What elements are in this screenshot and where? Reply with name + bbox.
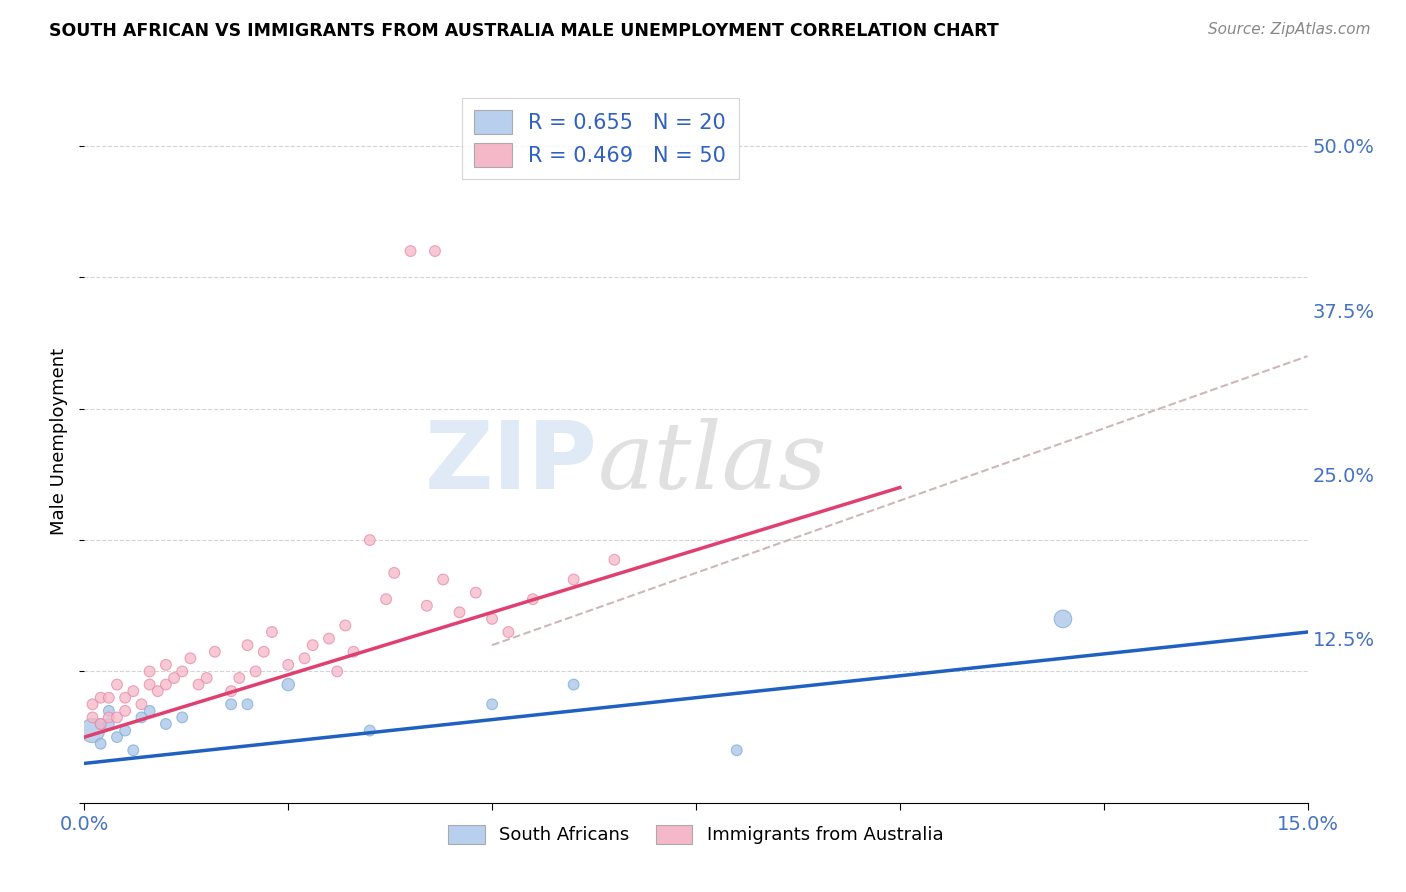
Point [382, 566, 405, 580]
Point [114, 704, 136, 718]
Point [522, 592, 544, 607]
Point [236, 638, 259, 652]
Point [97, 710, 120, 724]
Text: ZIP: ZIP [425, 417, 598, 509]
Point [105, 730, 128, 744]
Point [219, 684, 242, 698]
Point [97, 704, 120, 718]
Point [155, 677, 177, 691]
Point [97, 690, 120, 705]
Point [114, 723, 136, 738]
Point [260, 625, 283, 640]
Point [172, 665, 194, 679]
Point [326, 665, 349, 679]
Point [82, 710, 104, 724]
Point [725, 743, 748, 757]
Point [277, 677, 299, 691]
Point [90, 690, 112, 705]
Point [498, 625, 520, 640]
Point [294, 651, 316, 665]
Point [82, 698, 104, 712]
Point [97, 717, 120, 731]
Point [105, 677, 128, 691]
Point [277, 657, 299, 672]
Point [359, 533, 381, 547]
Point [179, 651, 201, 665]
Point [90, 717, 112, 731]
Point [122, 743, 145, 757]
Point [245, 665, 267, 679]
Point [464, 585, 486, 599]
Point [603, 553, 626, 567]
Point [90, 717, 112, 731]
Point [195, 671, 218, 685]
Point [163, 671, 186, 685]
Point [318, 632, 340, 646]
Point [399, 244, 422, 258]
Point [562, 677, 585, 691]
Text: SOUTH AFRICAN VS IMMIGRANTS FROM AUSTRALIA MALE UNEMPLOYMENT CORRELATION CHART: SOUTH AFRICAN VS IMMIGRANTS FROM AUSTRAL… [49, 22, 998, 40]
Y-axis label: Male Unemployment: Male Unemployment [51, 348, 69, 535]
Point [122, 684, 145, 698]
Point [416, 599, 439, 613]
Point [90, 737, 112, 751]
Point [138, 665, 160, 679]
Point [562, 573, 585, 587]
Point [82, 723, 104, 738]
Point [335, 618, 357, 632]
Point [131, 698, 153, 712]
Point [481, 698, 503, 712]
Point [138, 704, 160, 718]
Point [155, 657, 177, 672]
Point [187, 677, 209, 691]
Point [1052, 612, 1074, 626]
Point [219, 698, 242, 712]
Point [342, 645, 364, 659]
Point [423, 244, 446, 258]
Point [114, 690, 136, 705]
Point [172, 710, 194, 724]
Text: Source: ZipAtlas.com: Source: ZipAtlas.com [1208, 22, 1371, 37]
Point [155, 717, 177, 731]
Point [449, 605, 471, 619]
Text: atlas: atlas [598, 418, 828, 508]
Legend: South Africans, Immigrants from Australia: South Africans, Immigrants from Australi… [441, 818, 950, 852]
Point [236, 698, 259, 712]
Point [481, 612, 503, 626]
Point [301, 638, 323, 652]
Point [146, 684, 169, 698]
Point [375, 592, 398, 607]
Point [105, 710, 128, 724]
Point [138, 677, 160, 691]
Point [204, 645, 226, 659]
Point [432, 573, 454, 587]
Point [359, 723, 381, 738]
Point [228, 671, 250, 685]
Point [131, 710, 153, 724]
Point [253, 645, 276, 659]
